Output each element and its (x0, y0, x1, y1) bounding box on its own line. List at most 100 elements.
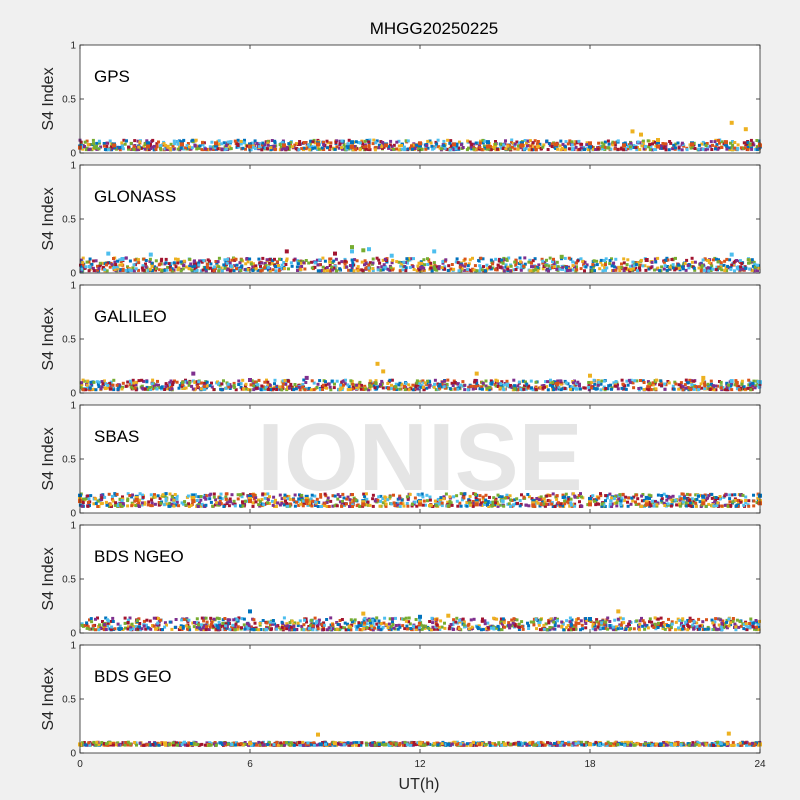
data-point (605, 618, 609, 622)
data-point (489, 379, 493, 383)
data-point (396, 501, 400, 505)
data-point (269, 146, 273, 150)
data-point (479, 501, 483, 505)
data-point (233, 386, 237, 390)
data-point (266, 141, 270, 145)
data-point (485, 386, 489, 390)
data-point (400, 144, 403, 147)
data-point (746, 141, 750, 144)
data-point (335, 139, 339, 143)
data-point (294, 387, 298, 391)
data-point (757, 139, 761, 143)
data-point (325, 139, 329, 143)
data-point (567, 256, 571, 260)
data-point (638, 148, 642, 151)
data-point (675, 503, 679, 507)
data-point (390, 383, 393, 387)
data-point (737, 501, 741, 505)
data-point (460, 498, 464, 502)
data-point (543, 260, 547, 264)
data-point (333, 382, 336, 386)
data-point (224, 495, 228, 499)
data-point (381, 258, 385, 262)
data-point (164, 257, 168, 261)
data-point (103, 495, 107, 499)
data-point (704, 148, 707, 152)
data-point (128, 379, 132, 383)
data-point (205, 380, 209, 384)
data-point (172, 268, 176, 272)
data-point (671, 263, 675, 267)
data-point (137, 501, 141, 505)
data-point (299, 268, 303, 272)
data-point (236, 138, 240, 142)
data-point (147, 500, 151, 504)
data-point (501, 387, 505, 391)
data-point (627, 378, 631, 382)
data-point (333, 251, 337, 256)
data-point (534, 268, 538, 272)
y-tick-label: 1 (70, 401, 76, 412)
data-point (751, 384, 755, 388)
data-point (253, 139, 257, 143)
y-axis-label: S4 Index (40, 67, 57, 130)
data-point (344, 628, 348, 632)
data-point (232, 499, 236, 503)
data-point (163, 625, 167, 629)
data-point (256, 385, 260, 389)
data-point (496, 147, 499, 151)
data-point (635, 379, 639, 383)
data-point (412, 268, 416, 271)
data-point (388, 378, 392, 382)
data-point (471, 387, 475, 391)
data-point (263, 492, 267, 496)
data-point (152, 148, 156, 152)
data-point (406, 147, 410, 151)
data-point (268, 269, 272, 273)
data-point (414, 385, 418, 389)
data-point (169, 383, 172, 387)
data-point (343, 382, 347, 386)
data-point (304, 617, 308, 621)
data-point (412, 502, 416, 506)
data-point (667, 267, 671, 271)
data-point (251, 266, 255, 269)
data-point (738, 388, 741, 392)
data-point (459, 492, 463, 496)
data-point (230, 258, 234, 262)
data-point (730, 382, 733, 386)
data-point (630, 129, 635, 134)
data-point (631, 499, 635, 503)
data-point (163, 147, 167, 151)
data-point (546, 148, 550, 151)
data-point (362, 145, 366, 149)
data-point (699, 267, 703, 271)
data-point (488, 386, 492, 389)
data-point (700, 142, 704, 146)
data-point (293, 621, 297, 625)
data-point (315, 497, 319, 501)
data-point (294, 385, 298, 389)
data-point (260, 261, 264, 265)
data-point (167, 262, 171, 266)
data-point (481, 497, 485, 501)
data-point (671, 494, 675, 498)
data-point (704, 504, 708, 508)
data-point (591, 624, 595, 628)
data-point (371, 384, 374, 388)
data-point (487, 147, 491, 151)
data-point (755, 628, 759, 632)
data-point (406, 504, 410, 508)
data-point (548, 499, 552, 503)
data-point (164, 492, 168, 496)
data-point (256, 383, 260, 387)
data-point (426, 257, 429, 261)
data-point (518, 504, 522, 508)
data-point (481, 495, 485, 499)
data-point (145, 623, 148, 627)
data-point (496, 263, 500, 267)
data-point (345, 265, 349, 269)
data-point (484, 379, 488, 383)
data-point (487, 505, 491, 508)
data-point (149, 386, 153, 389)
